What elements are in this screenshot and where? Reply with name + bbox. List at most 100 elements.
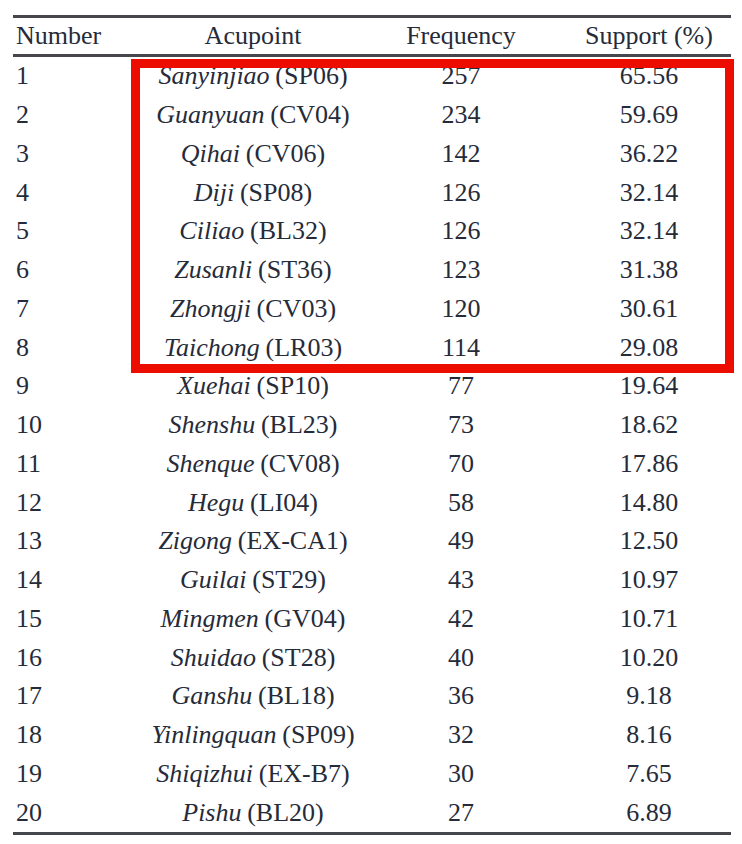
- acupoint-cell: Mingmen(GV04): [161, 606, 346, 632]
- support-value: 32.14: [620, 180, 679, 206]
- acupoint-cell: Diji(SP08): [194, 180, 312, 206]
- table-body: 1 Sanyinjiao(SP06) 257 65.56 2 Guanyuan(…: [0, 57, 742, 832]
- row-number: 6: [16, 257, 29, 283]
- acupoint-code: (BL18): [258, 681, 335, 710]
- acupoint-code: (CV04): [270, 100, 349, 129]
- table-row: 17 Ganshu(BL18) 36 9.18: [0, 677, 742, 716]
- acupoint-name: Mingmen: [161, 604, 259, 633]
- column-header-support: Support (%): [585, 23, 713, 49]
- row-number: 12: [16, 490, 42, 516]
- frequency-value: 27: [448, 800, 474, 826]
- frequency-value: 77: [448, 373, 474, 399]
- row-number: 15: [16, 606, 42, 632]
- table-row: 5 Ciliao(BL32) 126 32.14: [0, 212, 742, 251]
- row-number: 13: [16, 528, 42, 554]
- acupoint-code: (SP06): [275, 61, 347, 90]
- acupoint-name: Ganshu: [171, 681, 252, 710]
- acupoint-code: (BL20): [247, 798, 324, 827]
- frequency-value: 120: [442, 296, 481, 322]
- acupoint-cell: Guilai(ST29): [180, 567, 326, 593]
- frequency-value: 30: [448, 761, 474, 787]
- frequency-value: 36: [448, 683, 474, 709]
- acupoint-name: Qihai: [181, 139, 240, 168]
- acupoint-code: (CV06): [246, 139, 325, 168]
- table-row: 14 Guilai(ST29) 43 10.97: [0, 561, 742, 600]
- frequency-value: 142: [442, 141, 481, 167]
- frequency-value: 257: [442, 63, 481, 89]
- support-value: 10.71: [620, 606, 679, 632]
- frequency-value: 43: [448, 567, 474, 593]
- table-row: 8 Taichong(LR03) 114 29.08: [0, 328, 742, 367]
- table-row: 19 Shiqizhui(EX-B7) 30 7.65: [0, 755, 742, 794]
- table-row: 16 Shuidao(ST28) 40 10.20: [0, 638, 742, 677]
- acupoint-cell: Shuidao(ST28): [171, 645, 336, 671]
- frequency-value: 49: [448, 528, 474, 554]
- row-number: 8: [16, 335, 29, 361]
- support-value: 65.56: [620, 63, 679, 89]
- acupoint-name: Shenshu: [169, 410, 256, 439]
- table-row: 9 Xuehai(SP10) 77 19.64: [0, 367, 742, 406]
- acupoint-name: Pishu: [182, 798, 241, 827]
- support-value: 18.62: [620, 412, 679, 438]
- support-value: 36.22: [620, 141, 679, 167]
- acupoint-name: Shiqizhui: [156, 759, 253, 788]
- acupoint-cell: Ciliao(BL32): [179, 218, 326, 244]
- table-row: 2 Guanyuan(CV04) 234 59.69: [0, 96, 742, 135]
- acupoint-code: (CV03): [257, 294, 336, 323]
- acupoint-cell: Shenshu(BL23): [169, 412, 338, 438]
- table-row: 18 Yinlingquan(SP09) 32 8.16: [0, 716, 742, 755]
- acupoint-code: (BL32): [250, 216, 327, 245]
- support-value: 8.16: [626, 722, 672, 748]
- table-row: 13 Zigong(EX-CA1) 49 12.50: [0, 522, 742, 561]
- support-value: 14.80: [620, 490, 679, 516]
- acupoint-cell: Shenque(CV08): [166, 451, 339, 477]
- row-number: 4: [16, 180, 29, 206]
- paper-table-page: Number Acupoint Frequency Support (%) 1 …: [0, 0, 742, 844]
- support-value: 59.69: [620, 102, 679, 128]
- table-row: 3 Qihai(CV06) 142 36.22: [0, 135, 742, 174]
- row-number: 19: [16, 761, 42, 787]
- acupoint-cell: Zigong(EX-CA1): [158, 528, 347, 554]
- support-value: 6.89: [626, 800, 672, 826]
- table-row: 7 Zhongji(CV03) 120 30.61: [0, 290, 742, 329]
- acupoint-name: Yinlingquan: [151, 720, 276, 749]
- support-value: 19.64: [620, 373, 679, 399]
- row-number: 7: [16, 296, 29, 322]
- acupoint-code: (LI04): [250, 488, 318, 517]
- frequency-value: 32: [448, 722, 474, 748]
- table-row: 15 Mingmen(GV04) 42 10.71: [0, 600, 742, 639]
- acupoint-name: Shenque: [166, 449, 254, 478]
- row-number: 14: [16, 567, 42, 593]
- column-header-number: Number: [16, 23, 101, 49]
- acupoint-name: Guanyuan: [156, 100, 264, 129]
- acupoint-code: (ST29): [252, 565, 326, 594]
- support-value: 10.20: [620, 645, 679, 671]
- frequency-value: 126: [442, 180, 481, 206]
- acupoint-name: Xuehai: [177, 371, 251, 400]
- frequency-value: 73: [448, 412, 474, 438]
- frequency-value: 40: [448, 645, 474, 671]
- acupoint-cell: Hegu(LI04): [188, 490, 318, 516]
- acupoint-code: (CV08): [260, 449, 339, 478]
- support-value: 32.14: [620, 218, 679, 244]
- support-value: 9.18: [626, 683, 672, 709]
- acupoint-cell: Ganshu(BL18): [171, 683, 334, 709]
- column-header-frequency: Frequency: [406, 23, 516, 49]
- table-row: 12 Hegu(LI04) 58 14.80: [0, 483, 742, 522]
- acupoint-name: Ciliao: [179, 216, 244, 245]
- frequency-value: 126: [442, 218, 481, 244]
- acupoint-cell: Guanyuan(CV04): [156, 102, 349, 128]
- acupoint-name: Guilai: [180, 565, 246, 594]
- acupoint-code: (GV04): [265, 604, 346, 633]
- support-value: 30.61: [620, 296, 679, 322]
- acupoint-cell: Xuehai(SP10): [177, 373, 329, 399]
- acupoint-name: Shuidao: [171, 643, 256, 672]
- frequency-value: 123: [442, 257, 481, 283]
- table-row: 20 Pishu(BL20) 27 6.89: [0, 793, 742, 832]
- row-number: 2: [16, 102, 29, 128]
- support-value: 29.08: [620, 335, 679, 361]
- row-number: 17: [16, 683, 42, 709]
- acupoint-code: (ST28): [262, 643, 336, 672]
- support-value: 17.86: [620, 451, 679, 477]
- row-number: 16: [16, 645, 42, 671]
